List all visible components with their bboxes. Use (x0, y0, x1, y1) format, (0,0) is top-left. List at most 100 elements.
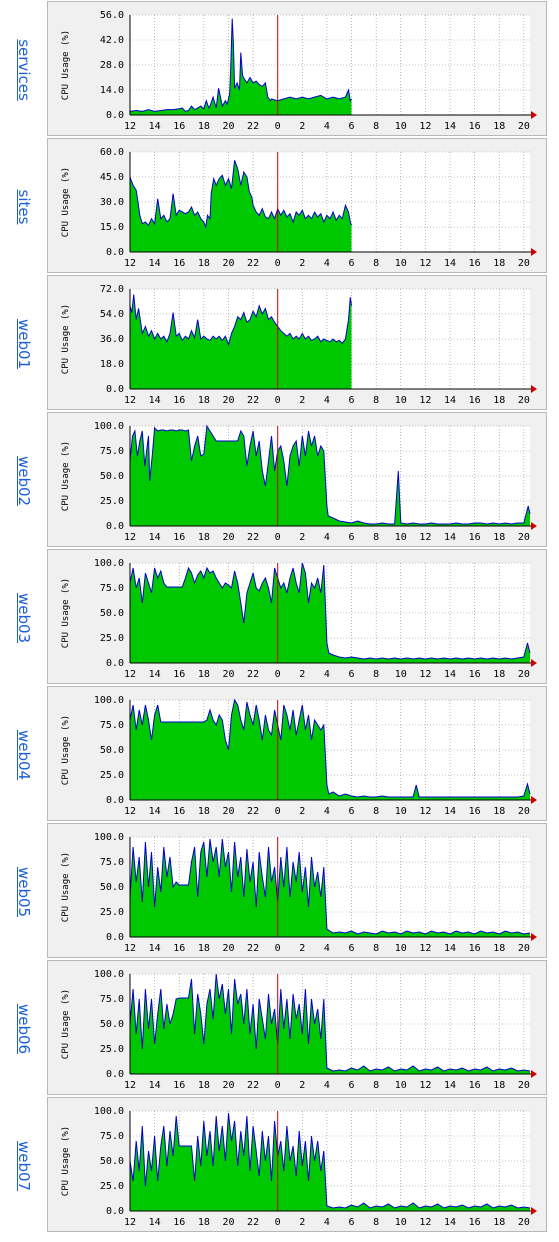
y-tick-label: 50.0 (100, 882, 124, 893)
x-axis-arrow-icon (531, 933, 537, 941)
x-axis-arrow-icon (531, 385, 537, 393)
host-link-web01[interactable]: web01 (14, 318, 33, 369)
cpu-graph-panel[interactable]: CPU Usage (%) 100.0 75.0 50.0 25.0 0.0 12 14 16 1… (47, 686, 547, 821)
x-tick-label: 18 (198, 121, 210, 132)
host-link-web03[interactable]: web03 (14, 592, 33, 643)
cpu-usage-chart: CPU Usage (%)72.054.036.018.00.012 14 16 18… (61, 284, 537, 406)
y-tick-label: 0.0 (106, 521, 124, 532)
host-link-web07[interactable]: web07 (14, 1140, 33, 1191)
cpu-usage-line (129, 1112, 531, 1209)
x-tick-label: 22 (247, 669, 259, 680)
cpu-usage-line (129, 973, 531, 1072)
cpu-usage-line (129, 838, 531, 935)
x-tick-label: 12 (124, 943, 136, 954)
cpu-usage-area (130, 700, 530, 800)
y-tick-label: 36.0 (100, 334, 124, 345)
x-tick-label: 20 (222, 121, 234, 132)
host-link-web04[interactable]: web04 (14, 729, 33, 780)
cpu-graph-panel[interactable]: CPU Usage (%) 100.0 75.0 50.0 25.0 0.0 12 14 16 1… (47, 960, 547, 1095)
y-tick-label: 45.0 (100, 172, 124, 183)
x-tick-label: 18 (198, 1080, 210, 1091)
x-tick-label: 8 (373, 532, 379, 543)
graph-row-services: services CPU Usage (%) 56.0 42.0 28.0 14.0 0.0… (0, 1, 559, 138)
y-axis-title: CPU Usage (%) (61, 441, 71, 511)
cpu-usage-chart: CPU Usage (%)100.075.050.025.00.012 14 16 1… (61, 558, 537, 680)
cpu-graph-panel[interactable]: CPU Usage (%) 56.0 42.0 28.0 14.0 0.0 12 14 16 18… (47, 1, 547, 136)
x-tick-label: 18 (493, 806, 505, 817)
y-tick-label: 0.0 (106, 384, 124, 395)
x-tick-label: 18 (198, 806, 210, 817)
x-tick-label: 22 (247, 395, 259, 406)
host-link-sites[interactable]: sites (14, 189, 33, 224)
x-tick-label: 4 (324, 669, 330, 680)
x-tick-label: 18 (493, 258, 505, 269)
x-tick-label: 18 (493, 1217, 505, 1228)
y-tick-label: 54.0 (100, 309, 124, 320)
x-tick-label: 20 (222, 806, 234, 817)
x-tick-label: 16 (173, 1080, 185, 1091)
x-tick-label: 22 (247, 258, 259, 269)
x-tick-label: 8 (373, 258, 379, 269)
y-tick-label: 75.0 (100, 857, 124, 868)
x-tick-label: 6 (349, 258, 355, 269)
host-link-services[interactable]: services (14, 38, 33, 101)
cpu-graph-panel[interactable]: CPU Usage (%) 60.0 45.0 30.0 15.0 0.0 12 14 16 18… (47, 138, 547, 273)
x-tick-label: 16 (469, 1217, 481, 1228)
x-tick-label: 18 (198, 395, 210, 406)
x-tick-label: 16 (469, 532, 481, 543)
x-tick-label: 14 (149, 669, 161, 680)
x-tick-label: 16 (173, 943, 185, 954)
x-axis-arrow-icon (531, 111, 537, 119)
x-tick-label: 0 (275, 532, 281, 543)
x-tick-label: 20 (518, 532, 530, 543)
y-axis-title: CPU Usage (%) (61, 30, 71, 100)
cpu-usage-line (129, 18, 352, 112)
x-tick-label: 20 (222, 943, 234, 954)
cpu-usage-chart: CPU Usage (%)100.075.050.025.00.012 14 16 1… (61, 1106, 537, 1228)
x-tick-label: 12 (419, 532, 431, 543)
graph-row-web04: web04 CPU Usage (%) 100.0 75.0 50.0 25.0 0.0 12… (0, 686, 559, 823)
host-link-cell: web03 (0, 549, 47, 686)
x-tick-label: 22 (247, 943, 259, 954)
x-tick-label: 10 (395, 943, 407, 954)
cpu-graph-panel[interactable]: CPU Usage (%) 72.0 54.0 36.0 18.0 0.0 12 14 16 18… (47, 275, 547, 410)
cpu-graph-panel[interactable]: CPU Usage (%) 100.0 75.0 50.0 25.0 0.0 12 14 16 1… (47, 549, 547, 684)
x-tick-label: 14 (444, 669, 456, 680)
host-link-web02[interactable]: web02 (14, 455, 33, 506)
x-tick-label: 14 (149, 1217, 161, 1228)
x-tick-label: 4 (324, 395, 330, 406)
x-tick-label: 18 (493, 943, 505, 954)
cpu-usage-line (129, 562, 531, 660)
cpu-graph-panel[interactable]: CPU Usage (%) 100.0 75.0 50.0 25.0 0.0 12 14 16 1… (47, 823, 547, 958)
x-tick-label: 2 (299, 532, 305, 543)
x-tick-label: 2 (299, 258, 305, 269)
cpu-usage-line (129, 294, 352, 347)
x-tick-label: 0 (275, 121, 281, 132)
x-tick-label: 8 (373, 121, 379, 132)
y-tick-label: 25.0 (100, 1044, 124, 1055)
cpu-graph-panel[interactable]: CPU Usage (%) 100.0 75.0 50.0 25.0 0.0 12 14 16 1… (47, 1097, 547, 1232)
x-tick-label: 4 (324, 258, 330, 269)
x-tick-label: 14 (444, 121, 456, 132)
x-tick-label: 18 (493, 395, 505, 406)
cpu-graph-panel[interactable]: CPU Usage (%) 100.0 75.0 50.0 25.0 0.0 12 14 16 1… (47, 412, 547, 547)
x-tick-label: 20 (518, 806, 530, 817)
x-tick-label: 10 (395, 669, 407, 680)
cpu-usage-line (129, 160, 352, 229)
y-axis-title: CPU Usage (%) (61, 304, 71, 374)
x-tick-label: 12 (419, 669, 431, 680)
x-tick-label: 20 (222, 395, 234, 406)
x-tick-label: 12 (419, 258, 431, 269)
x-tick-label: 14 (149, 395, 161, 406)
host-link-web06[interactable]: web06 (14, 1003, 33, 1054)
y-tick-label: 14.0 (100, 85, 124, 96)
x-tick-label: 4 (324, 806, 330, 817)
graph-row-web01: web01 CPU Usage (%) 72.0 54.0 36.0 18.0 0.0 12 1… (0, 275, 559, 412)
y-tick-label: 50.0 (100, 745, 124, 756)
host-link-cell: services (0, 1, 47, 138)
x-tick-label: 16 (469, 395, 481, 406)
y-tick-label: 100.0 (94, 969, 124, 980)
host-link-web05[interactable]: web05 (14, 866, 33, 917)
cpu-usage-chart: CPU Usage (%)100.075.050.025.00.012 14 16 1… (61, 421, 537, 543)
x-tick-label: 8 (373, 943, 379, 954)
